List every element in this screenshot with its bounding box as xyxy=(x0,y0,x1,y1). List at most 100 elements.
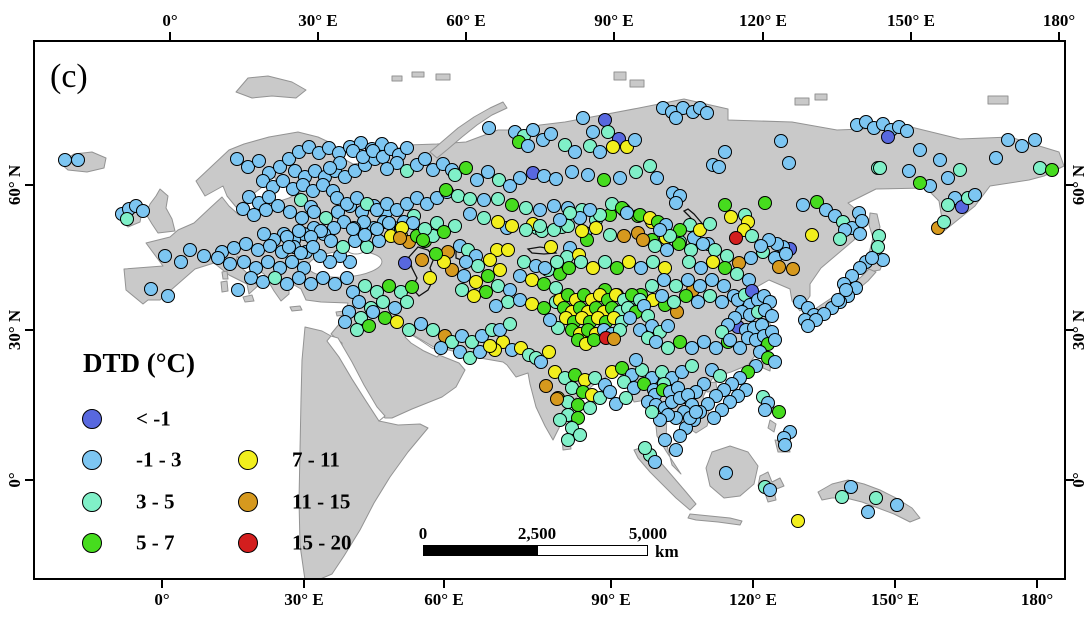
station-dot xyxy=(853,227,867,241)
severnaya-zemlya xyxy=(613,71,627,81)
station-dot xyxy=(681,273,695,287)
station-dot xyxy=(358,279,372,293)
station-dot xyxy=(941,198,955,212)
station-dot xyxy=(646,255,660,269)
axis-label-left: 30° N xyxy=(5,309,24,351)
station-dot xyxy=(400,295,414,309)
axis-label-bottom: 150° E xyxy=(871,590,919,609)
station-dot xyxy=(989,151,1003,165)
station-dot xyxy=(617,229,631,243)
station-dots xyxy=(58,101,1059,528)
station-dot xyxy=(718,198,732,212)
axis-tick-top xyxy=(910,32,912,40)
station-dot xyxy=(563,206,577,220)
legend-swatch xyxy=(82,492,102,512)
station-dot xyxy=(694,261,708,275)
station-dot xyxy=(400,141,414,155)
axis-label-top: 30° E xyxy=(298,11,338,30)
station-dot xyxy=(583,401,597,415)
station-dot xyxy=(553,213,567,227)
station-dot xyxy=(542,345,556,359)
station-dot xyxy=(724,210,738,224)
station-dot xyxy=(583,203,597,217)
station-dot xyxy=(382,279,396,293)
station-dot xyxy=(479,285,493,299)
station-dot xyxy=(801,319,815,333)
station-dot xyxy=(223,257,237,271)
station-dot xyxy=(256,275,270,289)
axis-label-left: 60° N xyxy=(5,164,24,206)
station-dot xyxy=(672,237,686,251)
station-dot xyxy=(598,113,612,127)
axis-tick-left xyxy=(25,184,33,186)
station-dot xyxy=(697,335,711,349)
station-dot xyxy=(434,341,448,355)
station-dot xyxy=(913,143,927,157)
station-dot xyxy=(682,255,696,269)
station-dot xyxy=(869,491,883,505)
station-dot xyxy=(661,319,675,333)
station-dot xyxy=(547,199,561,213)
station-dot xyxy=(537,277,551,291)
station-dot xyxy=(700,106,714,120)
station-dot xyxy=(426,323,440,337)
station-dot xyxy=(586,261,600,275)
great-britain xyxy=(145,188,176,234)
station-dot xyxy=(292,271,306,285)
station-dot xyxy=(553,413,567,427)
station-dot xyxy=(390,315,404,329)
station-dot xyxy=(463,207,477,221)
station-dot xyxy=(720,249,734,263)
station-dot xyxy=(161,289,175,303)
scale-bar-tick-label: 0 xyxy=(418,524,428,543)
legend-swatch xyxy=(82,450,102,470)
station-dot xyxy=(649,335,663,349)
legend-swatch xyxy=(238,492,258,512)
station-dot xyxy=(581,168,595,182)
station-dot xyxy=(481,165,495,179)
legend-swatch xyxy=(82,409,102,429)
station-dot xyxy=(839,283,853,297)
station-dot xyxy=(414,317,428,331)
station-dot xyxy=(723,333,737,347)
novaya-zemlya xyxy=(429,101,508,159)
station-dot xyxy=(273,160,287,174)
station-dot xyxy=(230,152,244,166)
axis-tick-bottom xyxy=(1036,580,1038,588)
station-dot xyxy=(459,161,473,175)
station-dot xyxy=(661,341,675,355)
station-dot xyxy=(338,315,352,329)
station-dot xyxy=(489,299,503,313)
station-dot xyxy=(706,255,720,269)
station-dot xyxy=(603,228,617,242)
station-dot xyxy=(285,255,299,269)
station-dot xyxy=(257,227,271,241)
station-dot xyxy=(340,271,354,285)
station-dot xyxy=(533,203,547,217)
station-dot xyxy=(586,125,600,139)
axis-tick-bottom xyxy=(161,580,163,588)
station-dot xyxy=(292,224,306,238)
crete xyxy=(289,305,303,312)
station-dot xyxy=(380,162,394,176)
station-dot xyxy=(653,223,667,237)
station-dot xyxy=(382,216,396,230)
station-dot xyxy=(467,289,481,303)
station-dot xyxy=(283,205,297,219)
station-dot xyxy=(183,243,197,257)
station-dot xyxy=(471,259,485,273)
station-dot xyxy=(537,301,551,315)
station-dot xyxy=(881,130,895,144)
station-dot xyxy=(262,190,276,204)
station-dot xyxy=(774,134,788,148)
station-dot xyxy=(362,319,376,333)
station-dot xyxy=(861,505,875,519)
station-dot xyxy=(619,391,633,405)
station-dot xyxy=(227,241,241,255)
axis-label-top: 180° xyxy=(1042,11,1076,30)
station-dot xyxy=(679,289,693,303)
station-dot xyxy=(211,251,225,265)
station-dot xyxy=(503,179,517,193)
station-dot xyxy=(703,217,717,231)
station-dot xyxy=(791,514,805,528)
